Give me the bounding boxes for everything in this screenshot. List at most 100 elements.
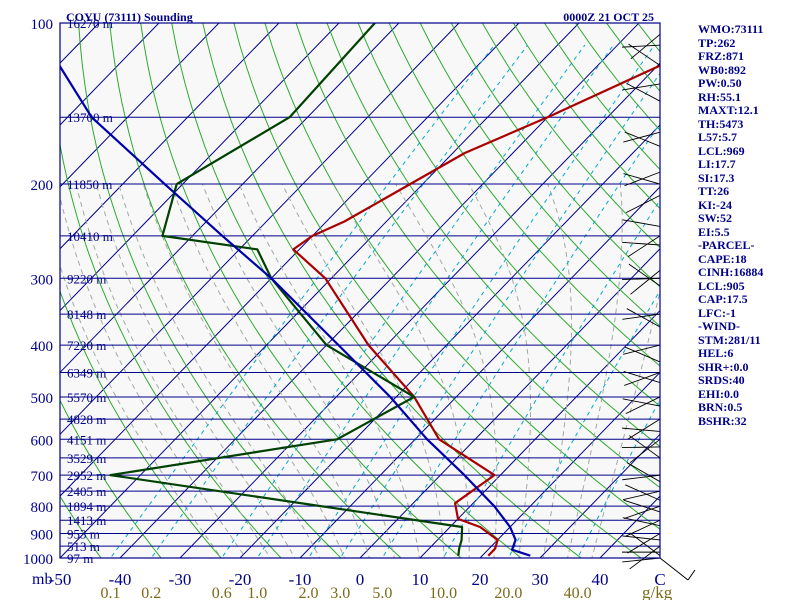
wind-barb (622, 557, 661, 563)
pressure-tick-label: 400 (31, 339, 54, 355)
temperature-tick-label: C (654, 570, 665, 589)
index-item: LFC:-1 (698, 305, 736, 320)
temperature-tick-label: 40 (592, 570, 609, 589)
wind-barb (626, 82, 661, 102)
height-label: 16270 m (67, 16, 113, 31)
index-item: FRZ:871 (698, 49, 744, 63)
index-item: LI:17.7 (698, 157, 736, 171)
wind-barb (625, 396, 661, 415)
isotherm-line (299, 186, 660, 558)
wind-barb (622, 241, 661, 246)
index-item: CAPE:18 (698, 251, 747, 266)
sounding-profiles (60, 23, 660, 557)
moist-adiabats (60, 183, 660, 558)
mb-unit-label: mb (32, 571, 52, 588)
isotherm-line (479, 371, 660, 558)
wind-barb (622, 44, 661, 48)
dry-adiabat-line (295, 23, 660, 489)
mixing-ratio-label: 2.0 (299, 585, 319, 600)
wind-barb (627, 235, 661, 257)
dry-adiabat-line (78, 23, 342, 558)
height-label: 1413 m (67, 513, 106, 528)
wind-barb (627, 418, 661, 440)
index-item: WMO:73111 (698, 22, 764, 36)
wind-barb (624, 131, 661, 147)
mixing-ratio-label: 0.2 (141, 585, 161, 600)
dry-adiabat-line (481, 23, 660, 249)
parcel-profile-line (60, 64, 531, 557)
temperature-tick-labels: -50 -40 -30 -20 -10 0 10 20 30 40 C (49, 570, 666, 589)
wind-barb (629, 438, 661, 464)
dry-adiabat-line (233, 23, 642, 558)
valid-time: 0000Z 21 OCT 25 (563, 10, 654, 24)
isotherm-line (60, 23, 280, 250)
wind-barb (624, 346, 661, 363)
index-item: BRN:0.5 (698, 400, 743, 414)
wind-barb (628, 43, 661, 66)
mixing-ratio-label: 0.6 (212, 585, 232, 600)
temperature-tick-label: 20 (472, 570, 489, 589)
index-item: TT:26 (698, 184, 730, 198)
wind-barb (624, 372, 661, 386)
moist-adiabat-line (75, 183, 271, 558)
station-title: COYU (73111) Sounding (66, 10, 193, 24)
mixing-ratio-line (256, 44, 614, 558)
moist-adiabat-line (202, 183, 395, 558)
mixing-ratio-label: 10.0 (429, 585, 457, 600)
index-item: STM:281/11 (698, 332, 761, 347)
dry-adiabat-line (264, 23, 660, 530)
height-labels: 16270 m 13700 m 11850 m 10410 m 9220 m 8148 m… (67, 16, 113, 566)
height-label: 11850 m (67, 177, 112, 192)
moist-adiabat-line (542, 183, 572, 558)
gkg-unit-label: g/kg (642, 583, 673, 600)
index-item: LCL:905 (698, 278, 745, 293)
wind-barb (623, 499, 661, 513)
dry-adiabat-line (60, 141, 282, 558)
surface-wind-flag (687, 569, 696, 581)
height-label: 9220 m (67, 271, 106, 286)
wind-barb (629, 532, 661, 557)
temperature-tick-label: -30 (169, 570, 192, 589)
isotherm-line (359, 248, 660, 558)
wind-barb (628, 435, 661, 459)
plot-frame (59, 22, 661, 559)
dry-adiabat-line (388, 23, 660, 367)
mixing-ratio-label: 1.0 (247, 585, 267, 600)
moist-adiabat-line (96, 183, 296, 558)
mixing-ratio-label: 0.1 (101, 585, 121, 600)
dry-adiabat-line (109, 23, 402, 558)
index-item: EI:5.5 (698, 224, 730, 239)
index-item: SHR+:0.0 (698, 359, 749, 374)
wind-barb (630, 33, 661, 60)
dry-adiabat-line (357, 23, 660, 407)
pressure-tick-label: 1000 (23, 552, 53, 568)
index-item: -PARCEL- (698, 238, 755, 252)
wind-barb (623, 131, 661, 143)
index-item: EHI:0.0 (698, 386, 740, 401)
isotherm-line (60, 23, 520, 497)
wind-barb (622, 490, 661, 501)
wind-barb (622, 83, 661, 91)
mixing-ratio-line (381, 122, 660, 558)
height-label: 953 m (67, 527, 100, 542)
dry-adiabat-line (60, 399, 162, 558)
moist-adiabat-line (170, 183, 371, 558)
pressure-tick-label: 600 (31, 433, 54, 449)
temperature-tick-label: -50 (49, 570, 72, 589)
height-label: 13700 m (67, 110, 113, 125)
mixing-ratio-labels: 0.1 0.2 0.6 1.0 2.0 3.0 5.0 10.0 20.0 40.0 (101, 585, 592, 600)
height-label: 4151 m (67, 432, 106, 447)
wind-barb (630, 270, 661, 295)
temperature-tick-label: -40 (109, 570, 132, 589)
wind-barb (623, 173, 661, 185)
pressure-tick-label: 200 (31, 178, 54, 194)
dry-adiabat-line (60, 495, 102, 558)
wind-barb (622, 535, 661, 541)
index-item: LCL:969 (698, 143, 745, 158)
pressure-tick-label: 800 (31, 500, 54, 516)
height-label: 5570 m (67, 390, 106, 405)
wind-barb (622, 427, 661, 432)
isotherm-line (419, 309, 660, 558)
wind-barb (622, 398, 661, 407)
